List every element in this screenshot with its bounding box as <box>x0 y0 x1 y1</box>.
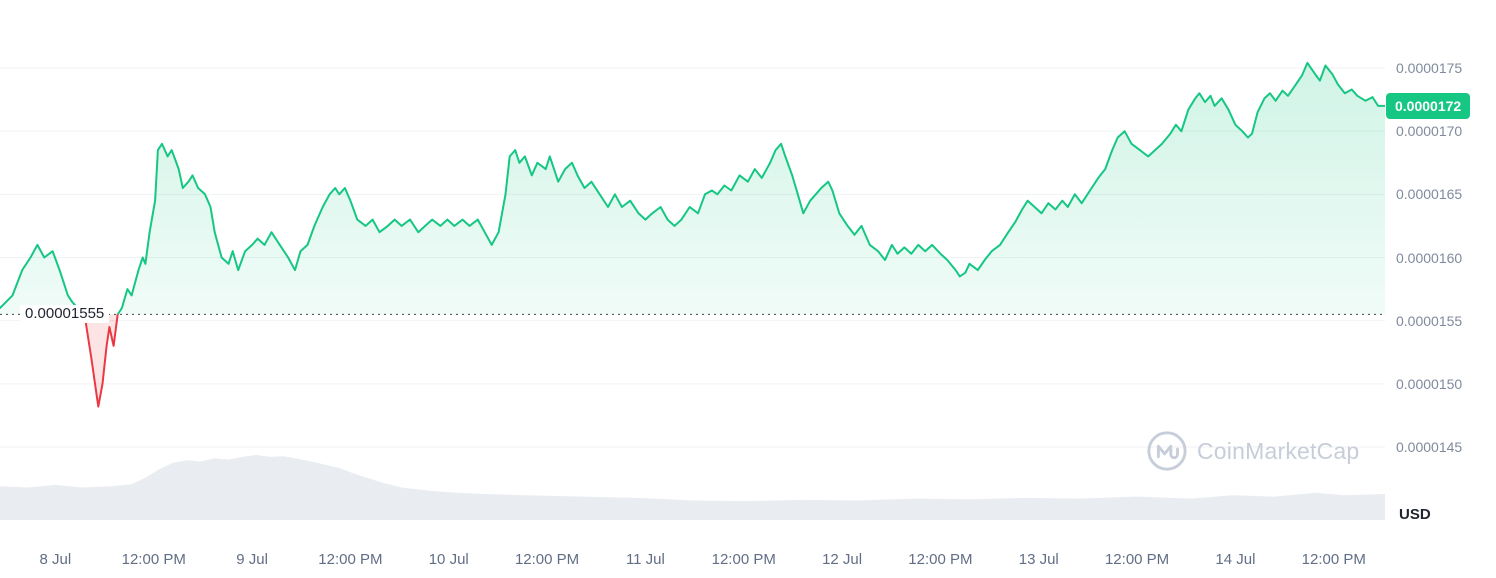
x-axis-label: 10 Jul <box>428 551 469 568</box>
x-axis-label: 12:00 PM <box>514 551 580 568</box>
y-axis-label: 0.0000155 <box>1396 312 1463 329</box>
coinmarketcap-watermark: CoinMarketCap <box>1146 430 1359 472</box>
x-axis-label: 12:00 PM <box>711 551 776 568</box>
x-axis-label: 9 Jul <box>236 551 268 568</box>
watermark-text: CoinMarketCap <box>1197 437 1360 464</box>
x-axis-label: 12:00 PM <box>908 551 973 568</box>
y-axis-label: 0.0000145 <box>1396 439 1463 455</box>
coinmarketcap-logo-icon <box>1147 431 1187 471</box>
chart-plot-area[interactable] <box>0 0 1385 530</box>
x-axis-label: 12 Jul <box>822 551 863 568</box>
x-axis: 8 Jul 12:00 PM 9 Jul 12:00 PM 10 Jul 12:00 PM… <box>0 551 1385 575</box>
y-axis-label: 0.0000170 <box>1396 123 1463 140</box>
x-axis-label: 13 Jul <box>1018 551 1059 568</box>
x-axis-label: 12:00 PM <box>1104 551 1170 568</box>
x-axis-label: 12:00 PM <box>1301 551 1366 568</box>
x-axis-label: 12:00 PM <box>121 551 186 568</box>
baseline-price-label: 0.00001555 <box>20 305 110 324</box>
currency-label: USD <box>1399 506 1431 523</box>
price-line-up <box>0 61 1385 315</box>
y-axis-label: 0.0000160 <box>1396 249 1463 266</box>
price-area-up <box>0 62 1385 315</box>
x-axis-label: 11 Jul <box>625 551 665 568</box>
y-axis-label: 0.0000150 <box>1396 375 1463 392</box>
x-axis-label: 8 Jul <box>39 551 72 568</box>
current-price-badge: 0.0000172 <box>1386 92 1471 119</box>
x-axis-label: 14 Jul <box>1215 551 1256 568</box>
y-axis-label: 0.0000165 <box>1396 186 1463 203</box>
y-axis-label: 0.0000175 <box>1396 60 1463 76</box>
x-axis-label: 12:00 PM <box>318 551 383 568</box>
volume-area <box>0 455 1385 520</box>
